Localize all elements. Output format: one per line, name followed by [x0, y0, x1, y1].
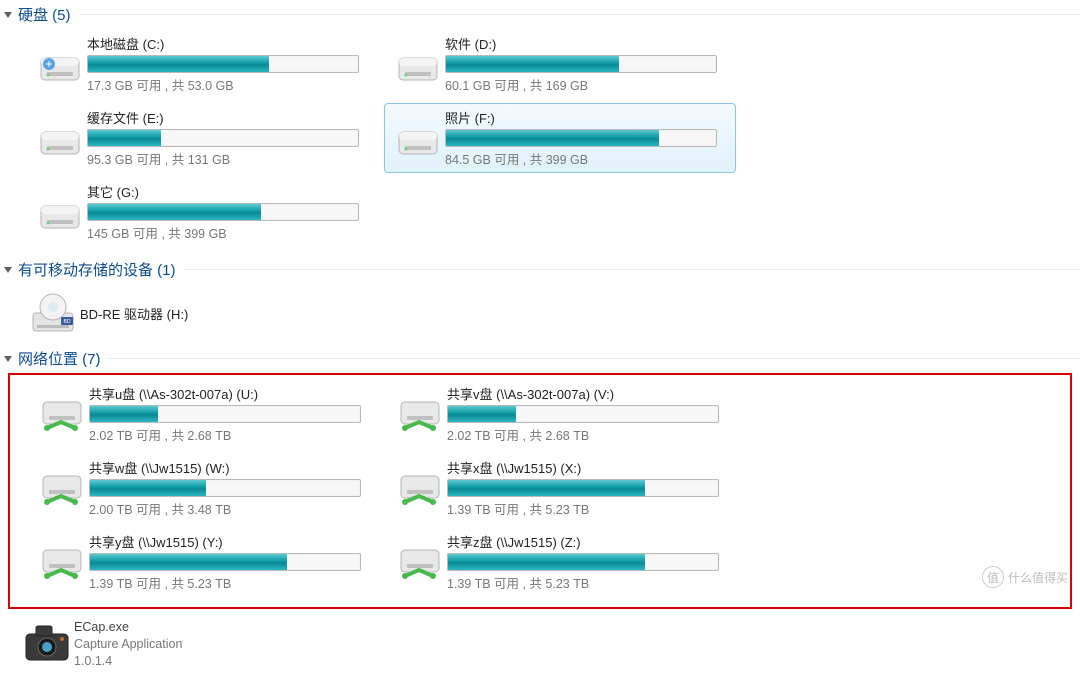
drive-stats: 60.1 GB 可用 , 共 169 GB [445, 75, 729, 94]
section-divider [79, 14, 1080, 15]
drive-stats: 84.5 GB 可用 , 共 399 GB [445, 149, 729, 168]
network-drive-icon [35, 389, 89, 439]
drive-item[interactable]: 其它 (G:) 145 GB 可用 , 共 399 GB [26, 177, 378, 247]
drive-label: 共享u盘 (\\As-302t-007a) (U:) [89, 384, 373, 403]
drive-label: 照片 (F:) [445, 108, 729, 127]
drive-label: 其它 (G:) [87, 182, 371, 201]
drive-label: 共享y盘 (\\Jw1515) (Y:) [89, 532, 373, 551]
drive-label: 共享v盘 (\\As-302t-007a) (V:) [447, 384, 731, 403]
drive-stats: 1.39 TB 可用 , 共 5.23 TB [89, 573, 373, 592]
optical-drive-label: BD-RE 驱动器 (H:) [80, 304, 188, 323]
optical-drive-item[interactable]: BD BD-RE 驱动器 (H:) [0, 282, 1080, 344]
drive-stats: 2.02 TB 可用 , 共 2.68 TB [447, 425, 731, 444]
camera-icon [20, 619, 74, 669]
usage-bar [447, 479, 719, 497]
usage-bar [89, 479, 361, 497]
collapse-arrow-icon [4, 267, 12, 273]
usage-bar [87, 55, 359, 73]
svg-text:BD: BD [64, 319, 71, 325]
drive-stats: 17.3 GB 可用 , 共 53.0 GB [87, 75, 371, 94]
drive-label: 缓存文件 (E:) [87, 108, 371, 127]
drive-stats: 2.02 TB 可用 , 共 2.68 TB [89, 425, 373, 444]
optical-drive-icon: BD [26, 288, 80, 338]
hard-drive-icon [391, 113, 445, 163]
section-header-hdd[interactable]: 硬盘 (5) [0, 0, 1080, 27]
watermark: 值 什么值得买 [982, 566, 1068, 588]
usage-bar [87, 129, 359, 147]
network-drive-item[interactable]: 共享u盘 (\\As-302t-007a) (U:) 2.02 TB 可用 , … [28, 379, 380, 449]
usage-bar [89, 553, 361, 571]
app-version: 1.0.1.4 [74, 653, 182, 670]
network-drive-icon [35, 537, 89, 587]
network-drive-item[interactable]: 共享x盘 (\\Jw1515) (X:) 1.39 TB 可用 , 共 5.23… [386, 453, 738, 523]
section-divider [109, 358, 1080, 359]
network-drive-item[interactable]: 共享z盘 (\\Jw1515) (Z:) 1.39 TB 可用 , 共 5.23… [386, 527, 738, 597]
drive-item[interactable]: 缓存文件 (E:) 95.3 GB 可用 , 共 131 GB [26, 103, 378, 173]
section-header-removable[interactable]: 有可移动存储的设备 (1) [0, 255, 1080, 282]
network-drive-icon [35, 463, 89, 513]
section-divider [184, 269, 1080, 270]
hard-drive-icon [391, 39, 445, 89]
section-title: 网络位置 (7) [18, 348, 101, 369]
usage-bar [89, 405, 361, 423]
usage-bar [445, 55, 717, 73]
network-drive-icon [393, 463, 447, 513]
hard-drive-icon [33, 39, 87, 89]
network-drive-grid: 共享u盘 (\\As-302t-007a) (U:) 2.02 TB 可用 , … [28, 377, 1070, 605]
highlight-box: 共享u盘 (\\As-302t-007a) (U:) 2.02 TB 可用 , … [8, 373, 1072, 609]
network-drive-item[interactable]: 共享y盘 (\\Jw1515) (Y:) 1.39 TB 可用 , 共 5.23… [28, 527, 380, 597]
network-drive-item[interactable]: 共享v盘 (\\As-302t-007a) (V:) 2.02 TB 可用 , … [386, 379, 738, 449]
drive-item[interactable]: 软件 (D:) 60.1 GB 可用 , 共 169 GB [384, 29, 736, 99]
collapse-arrow-icon [4, 356, 12, 362]
drive-stats: 1.39 TB 可用 , 共 5.23 TB [447, 573, 731, 592]
hdd-drive-grid: 本地磁盘 (C:) 17.3 GB 可用 , 共 53.0 GB 软件 (D:)… [0, 27, 1080, 255]
app-item[interactable]: ECap.exe Capture Application 1.0.1.4 [0, 613, 1080, 676]
usage-bar [445, 129, 717, 147]
app-desc: Capture Application [74, 636, 182, 653]
network-drive-icon [393, 389, 447, 439]
drive-label: 本地磁盘 (C:) [87, 34, 371, 53]
drive-stats: 1.39 TB 可用 , 共 5.23 TB [447, 499, 731, 518]
drive-label: 共享z盘 (\\Jw1515) (Z:) [447, 532, 731, 551]
network-drive-item[interactable]: 共享w盘 (\\Jw1515) (W:) 2.00 TB 可用 , 共 3.48… [28, 453, 380, 523]
drive-item[interactable]: 照片 (F:) 84.5 GB 可用 , 共 399 GB [384, 103, 736, 173]
usage-bar [447, 553, 719, 571]
network-drive-icon [393, 537, 447, 587]
drive-stats: 2.00 TB 可用 , 共 3.48 TB [89, 499, 373, 518]
drive-stats: 145 GB 可用 , 共 399 GB [87, 223, 371, 242]
hard-drive-icon [33, 113, 87, 163]
section-header-network[interactable]: 网络位置 (7) [0, 344, 1080, 371]
drive-label: 共享x盘 (\\Jw1515) (X:) [447, 458, 731, 477]
app-name: ECap.exe [74, 619, 182, 636]
drive-label: 软件 (D:) [445, 34, 729, 53]
usage-bar [447, 405, 719, 423]
section-title: 硬盘 (5) [18, 4, 71, 25]
collapse-arrow-icon [4, 12, 12, 18]
drive-stats: 95.3 GB 可用 , 共 131 GB [87, 149, 371, 168]
hard-drive-icon [33, 187, 87, 237]
usage-bar [87, 203, 359, 221]
drive-item[interactable]: 本地磁盘 (C:) 17.3 GB 可用 , 共 53.0 GB [26, 29, 378, 99]
drive-label: 共享w盘 (\\Jw1515) (W:) [89, 458, 373, 477]
section-title: 有可移动存储的设备 (1) [18, 259, 176, 280]
